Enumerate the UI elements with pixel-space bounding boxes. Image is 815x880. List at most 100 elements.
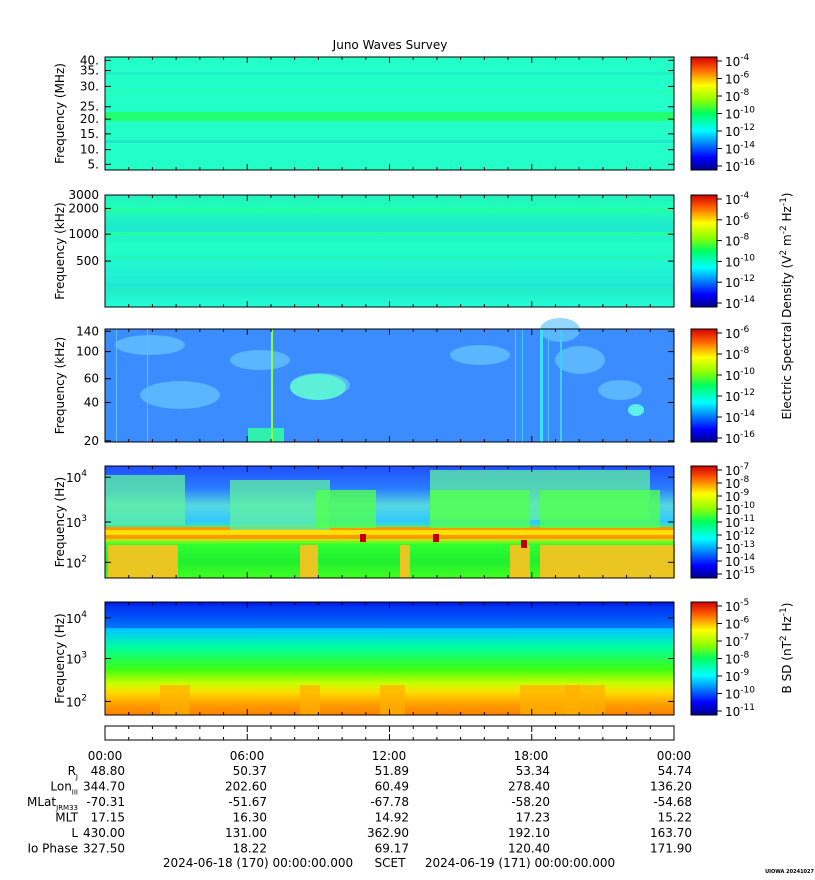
ephemeris-label: MLT bbox=[55, 811, 78, 825]
colorbar-tick-label: 10-6 bbox=[725, 325, 750, 341]
colorbar-tick-label: 10-4 bbox=[725, 53, 750, 69]
ephemeris-value: 53.34 bbox=[516, 764, 550, 778]
y-tick-label: 100 bbox=[76, 345, 99, 359]
emission-patch bbox=[450, 345, 510, 365]
y-axis-label: Frequency (Hz) bbox=[53, 477, 67, 568]
ephemeris-row: LonIII 344.70 202.60 60.49 278.40 136.20 bbox=[50, 780, 692, 797]
colorbar-tick-label: 10-6 bbox=[725, 212, 750, 228]
impulse-line bbox=[560, 329, 562, 442]
ephemeris-value: -70.31 bbox=[86, 795, 125, 809]
y-tick-label: 40. bbox=[80, 53, 99, 67]
emission-patch bbox=[598, 380, 642, 400]
y-tick-label: 3000 bbox=[68, 188, 99, 202]
emission-patch bbox=[540, 545, 640, 578]
y-tick-label: 20. bbox=[80, 112, 99, 126]
impulse-line bbox=[515, 329, 516, 442]
colorbar-tick-label: 10-14 bbox=[725, 141, 755, 157]
y-tick-label: 103 bbox=[66, 514, 87, 530]
ephemeris-value: 192.10 bbox=[508, 826, 550, 840]
texture-band bbox=[105, 606, 674, 628]
emission-band bbox=[105, 112, 674, 121]
colorbar-tick-label: 10-10 bbox=[725, 686, 755, 702]
emission-patch bbox=[540, 490, 660, 528]
texture-band bbox=[105, 283, 674, 287]
ephemeris-value: 430.00 bbox=[83, 826, 125, 840]
texture-band bbox=[105, 72, 674, 75]
ephemeris-value: 278.40 bbox=[508, 780, 550, 794]
ephemeris-value: 60.49 bbox=[375, 780, 409, 794]
y-tick-label: 500 bbox=[76, 254, 99, 268]
emission-patch bbox=[300, 545, 318, 578]
emission-patch bbox=[115, 335, 185, 355]
colorbar-tick-label: 10-12 bbox=[725, 388, 755, 404]
impulse-line bbox=[116, 329, 117, 442]
y-tick-label: 40 bbox=[84, 395, 99, 409]
ephemeris-value: 136.20 bbox=[650, 780, 692, 794]
ephemeris-value: 14.92 bbox=[375, 811, 409, 825]
colorbar-scale bbox=[690, 56, 718, 171]
colorbar-tick-label: 10-8 bbox=[725, 651, 750, 667]
y-tick-label: 60 bbox=[84, 372, 99, 386]
ephemeris-value: 48.80 bbox=[91, 764, 125, 778]
texture-band bbox=[105, 90, 674, 93]
ephemeris-value: 202.60 bbox=[225, 780, 267, 794]
colorbar-tick-label: 10-16 bbox=[725, 158, 755, 174]
colorbar-tick-label: 10-11 bbox=[725, 703, 755, 719]
emission-patch bbox=[565, 685, 605, 715]
y-tick-label: 2000 bbox=[68, 201, 99, 215]
ephemeris-value: 327.50 bbox=[83, 842, 125, 856]
y-axis-label: Frequency (Hz) bbox=[53, 613, 67, 704]
emission-patch bbox=[430, 490, 530, 528]
ephemeris-value: -51.67 bbox=[228, 795, 267, 809]
ephemeris-label: LonIII bbox=[50, 780, 78, 797]
ephemeris-value: -54.68 bbox=[653, 795, 692, 809]
texture-band bbox=[105, 208, 674, 213]
colorbar-scale bbox=[690, 328, 718, 443]
colorbar-tick-label: 10-6 bbox=[725, 616, 750, 632]
y-tick-label: 25. bbox=[80, 100, 99, 114]
emission-patch bbox=[230, 350, 290, 370]
y-tick-label: 35. bbox=[80, 64, 99, 78]
colorbar-tick-label: 10-4 bbox=[725, 191, 750, 207]
footer-tag: UIOWA 20241027 bbox=[765, 869, 814, 875]
texture-band bbox=[105, 256, 674, 259]
colorbar-tick-label: 10-12 bbox=[725, 274, 755, 290]
y-tick-label: 102 bbox=[66, 693, 87, 709]
ephemeris-value: 16.30 bbox=[233, 811, 267, 825]
y-tick-label: 103 bbox=[66, 651, 87, 667]
emission-patch bbox=[300, 685, 320, 715]
spectrogram-panel-1: 40.35.30. 25.20.15. 10.5. Frequency (MHz) bbox=[53, 53, 675, 171]
colorbar-tick-label: 10-16 bbox=[725, 430, 755, 446]
colorbar-tick-label: 10-8 bbox=[725, 233, 750, 249]
ephemeris-label: RJ bbox=[68, 764, 78, 781]
y-tick-label: 102 bbox=[66, 554, 87, 570]
texture-band bbox=[105, 140, 674, 143]
colorbar-4: 10-710-810-910-1010-1110-1210-1310-1410-… bbox=[690, 462, 755, 582]
colorbar-tick-label: 10-15 bbox=[725, 566, 755, 582]
colorbar-2: 10-4 10-6 10-8 10-10 10-12 10-14 bbox=[690, 191, 755, 311]
ephemeris-value: 18.22 bbox=[233, 842, 267, 856]
line-emission bbox=[105, 530, 674, 535]
ephemeris-row: RJ 48.80 50.37 51.89 53.34 54.74 bbox=[68, 764, 692, 781]
colorbar-tick-label: 10-9 bbox=[725, 668, 750, 684]
ephemeris-value: 120.40 bbox=[508, 842, 550, 856]
emission-patch bbox=[140, 381, 220, 409]
y-tick-label: 20 bbox=[84, 434, 99, 448]
emission-patch bbox=[380, 685, 405, 715]
ephemeris-row: MLatJRM33 -70.31 -51.67 -67.78 -58.20 -54.68 bbox=[27, 795, 692, 812]
time-tick-label: 00:00 bbox=[88, 749, 123, 763]
colorbar-scale bbox=[690, 194, 718, 308]
time-start: 2024-06-18 (170) 00:00:00.000 bbox=[163, 856, 353, 870]
time-end: 2024-06-19 (171) 00:00:00.000 bbox=[425, 856, 615, 870]
y-axis-label: Frequency (kHz) bbox=[53, 337, 67, 434]
spectrogram-image bbox=[105, 195, 674, 307]
y-axis-label: Frequency (kHz) bbox=[53, 202, 67, 299]
spectrogram-panel-3: 140 100 60 40 20 Frequency (kHz) bbox=[53, 318, 675, 448]
impulse-line bbox=[147, 329, 148, 442]
colorbar-scale bbox=[690, 601, 718, 716]
